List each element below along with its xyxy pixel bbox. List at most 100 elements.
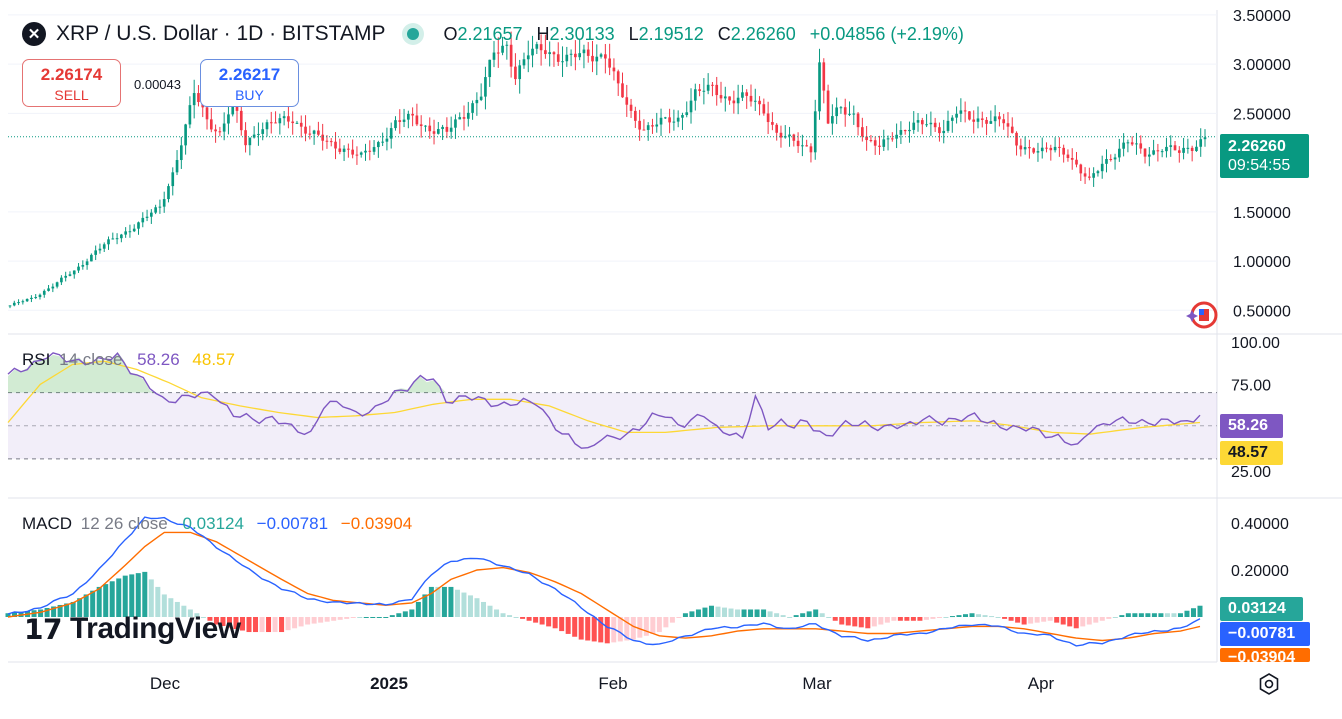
histogram-bar — [305, 617, 311, 625]
candle-body — [852, 113, 856, 115]
candle-body — [946, 120, 950, 131]
candle — [702, 78, 706, 105]
histogram-bar — [982, 615, 988, 617]
histogram-bar — [350, 617, 356, 618]
candle — [188, 96, 192, 129]
histogram-bar — [761, 609, 767, 617]
rsi-ma-value: 48.57 — [192, 350, 235, 369]
histogram-bar — [239, 617, 245, 631]
rsi-tick-label: 25.00 — [1231, 464, 1271, 481]
histogram-bar — [754, 609, 760, 617]
time-tick-label: Apr — [1028, 674, 1055, 693]
candle-body — [522, 59, 526, 66]
candle-body — [1028, 147, 1031, 149]
histogram-bar — [389, 615, 395, 617]
candle — [102, 242, 106, 252]
candle — [38, 293, 42, 300]
candle-body — [985, 119, 988, 124]
histogram-bar — [422, 594, 428, 617]
candle-body — [526, 55, 530, 60]
candle-body — [1023, 147, 1027, 150]
candle — [261, 122, 265, 141]
candle — [771, 112, 774, 131]
histogram-bar — [135, 573, 141, 617]
buy-button[interactable]: 2.26217 BUY — [200, 59, 299, 107]
histogram-bar — [702, 607, 708, 617]
tradingview-wordmark: TradingView — [69, 612, 241, 645]
histogram-bar — [64, 603, 70, 617]
histogram-bar — [266, 617, 272, 633]
candle — [124, 227, 127, 238]
candle-body — [732, 100, 736, 104]
macd-signal-value: −0.03904 — [340, 514, 413, 533]
macd-tick-label: 0.20000 — [1231, 563, 1289, 580]
candle-body — [312, 130, 316, 134]
rsi-value: 58.26 — [137, 350, 180, 369]
candle-body — [1105, 158, 1108, 164]
candle — [428, 117, 432, 139]
candle-body — [252, 134, 256, 138]
candle — [591, 40, 594, 73]
candle-body — [818, 62, 821, 112]
settings-gear-icon[interactable] — [1258, 673, 1280, 695]
histogram-bar — [168, 598, 174, 617]
candle — [377, 140, 380, 158]
symbol-title[interactable]: XRP / U.S. Dollar · 1D · BITSTAMP — [56, 22, 386, 45]
candle — [942, 119, 946, 144]
sparkle-flag-icon[interactable] — [1184, 300, 1218, 330]
candle — [745, 89, 749, 109]
candle-body — [278, 118, 282, 124]
candle — [1143, 148, 1147, 164]
histogram-bar — [1034, 617, 1040, 623]
candle — [338, 138, 342, 155]
candle-body — [993, 116, 997, 122]
candle — [368, 140, 372, 161]
histogram-bar — [181, 605, 187, 617]
histogram-bar — [363, 617, 369, 618]
rsi-overbought-fill — [8, 352, 447, 393]
candle — [693, 83, 697, 111]
candle-body — [805, 145, 808, 147]
tradingview-logo[interactable]: 𝟭𝟳 TradingView — [24, 612, 241, 646]
histogram-bar — [1112, 617, 1118, 618]
candle — [852, 105, 856, 125]
candle — [586, 42, 590, 63]
candle — [372, 140, 376, 155]
candle — [1126, 139, 1130, 153]
candle-body — [269, 122, 273, 124]
histogram-bar — [1197, 605, 1203, 617]
histogram-bar — [910, 617, 916, 621]
histogram-bar — [77, 598, 83, 617]
candle — [1190, 145, 1194, 162]
candle-body — [706, 84, 710, 91]
candle-body — [621, 83, 624, 98]
histogram-bar — [357, 617, 363, 618]
histogram-bar — [1086, 617, 1092, 625]
candle-body — [1070, 157, 1074, 160]
histogram-bar — [428, 586, 434, 617]
candle — [968, 111, 971, 121]
histogram-bar — [1028, 617, 1034, 624]
histogram-bar — [1158, 613, 1164, 617]
spread-value: 0.00043 — [134, 77, 181, 92]
candle-body — [822, 62, 826, 91]
candle-body — [282, 116, 286, 119]
candle — [171, 167, 175, 196]
sell-label: SELL — [54, 87, 89, 103]
candle — [865, 126, 868, 151]
candle-body — [475, 99, 479, 104]
candle — [1165, 137, 1168, 158]
histogram-bar — [565, 617, 571, 634]
candle-body — [1053, 146, 1057, 151]
ohlc-values: O2.21657 H2.30133 L2.19512 C2.26260 +0.0… — [443, 23, 964, 44]
histogram-bar — [96, 586, 102, 617]
candle — [30, 295, 33, 303]
histogram-bar — [735, 609, 741, 617]
histogram-bar — [1125, 613, 1131, 617]
macd-legend[interactable]: MACD 12 26 close 0.03124 −0.00781 −0.039… — [22, 514, 416, 534]
candle — [128, 224, 132, 238]
histogram-bar — [976, 614, 982, 617]
rsi-legend[interactable]: RSI 14 close 58.26 48.57 — [22, 350, 239, 370]
sell-button[interactable]: 2.26174 SELL — [22, 59, 121, 107]
